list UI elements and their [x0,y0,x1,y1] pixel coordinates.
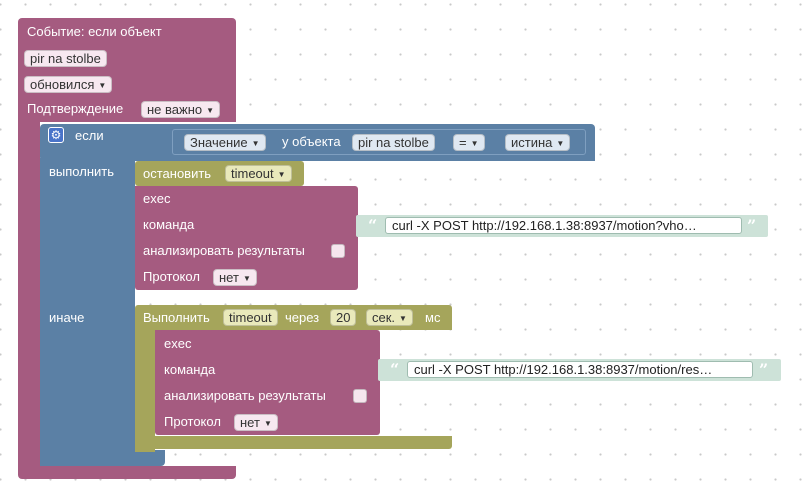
exec2-command-string-block[interactable]: “ curl -X POST http://192.168.1.38:8937/… [378,359,781,381]
exec1-analyze-label: анализировать результаты [143,243,305,258]
exec2-protocol-dropdown[interactable]: нет ▼ [234,414,278,431]
condition-value-dropdown[interactable]: Значение ▼ [184,134,266,151]
exec2-analyze-label: анализировать результаты [164,388,326,403]
stop-label: остановить [143,166,212,181]
event-trigger-dropdown[interactable]: обновился ▼ [24,76,113,93]
chevron-down-icon: ▼ [277,170,286,180]
compare-value-dropdown[interactable]: истина ▼ [505,134,571,151]
gear-icon[interactable]: ⚙ [48,127,64,143]
exec1-command-label: команда [143,217,195,232]
event-block-body [18,120,40,470]
condition-object-field[interactable]: pir na stolbe [352,134,435,151]
chevron-down-icon: ▼ [556,139,565,149]
if-else-block-footer [40,450,165,466]
delay-suffix-label: мс [425,310,441,325]
delay-label: Выполнить [143,310,210,325]
of-object-label: у объекта [282,134,341,149]
delay-after-label: через [285,310,320,325]
delay-block-footer [135,436,452,449]
event-title: Событие: если объект [27,24,162,39]
exec1-title: exec [143,191,171,206]
if-label: если [75,128,104,143]
ack-label: Подтверждение [27,101,124,116]
delay-unit-dropdown[interactable]: сек. ▼ [366,309,413,326]
chevron-down-icon: ▼ [251,139,260,149]
stop-timer-dropdown[interactable]: timeout ▼ [225,165,292,182]
exec2-title: exec [164,336,192,351]
exec1-command-string-block[interactable]: “ curl -X POST http://192.168.1.38:8937/… [356,215,768,237]
operator-dropdown[interactable]: = ▼ [453,134,485,151]
exec1-protocol-label: Протокол [143,269,200,284]
delay-block-spine [135,328,155,452]
event-object-field[interactable]: pir na stolbe [24,50,107,67]
exec1-analyze-checkbox[interactable] [331,244,345,258]
chevron-down-icon: ▼ [206,106,215,116]
exec1-protocol-dropdown[interactable]: нет ▼ [213,269,257,286]
delay-timer-dropdown[interactable]: timeout [223,309,278,326]
open-quote-icon: “ [368,216,378,235]
else-label: иначе [49,310,85,325]
chevron-down-icon: ▼ [263,419,272,429]
exec2-analyze-checkbox[interactable] [353,389,367,403]
chevron-down-icon: ▼ [470,139,479,149]
event-block-footer [18,466,236,479]
if-else-block-spine [40,158,135,466]
close-quote-icon: ” [747,216,757,235]
chevron-down-icon: ▼ [399,314,407,324]
exec2-command-label: команда [164,362,216,377]
exec2-protocol-label: Протокол [164,414,221,429]
delay-amount-input[interactable]: 20 [330,309,357,326]
open-quote-icon: “ [390,360,400,379]
exec2-command-input[interactable]: curl -X POST http://192.168.1.38:8937/mo… [407,361,753,378]
ack-dropdown[interactable]: не важно ▼ [141,101,221,118]
chevron-down-icon: ▼ [242,274,251,284]
close-quote-icon: ” [759,360,769,379]
exec1-command-input[interactable]: curl -X POST http://192.168.1.38:8937/mo… [385,217,742,234]
chevron-down-icon: ▼ [98,81,107,91]
do-label: выполнить [49,164,114,179]
